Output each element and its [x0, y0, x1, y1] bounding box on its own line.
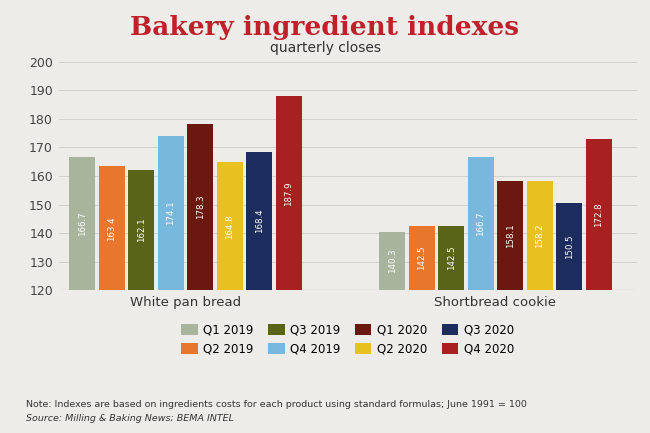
Text: Shortbread cookie: Shortbread cookie — [434, 296, 556, 309]
Bar — [246, 152, 272, 290]
Text: quarterly closes: quarterly closes — [270, 41, 380, 55]
Text: 166.7: 166.7 — [476, 211, 485, 236]
Text: 166.7: 166.7 — [77, 211, 86, 236]
Text: 142.5: 142.5 — [447, 246, 456, 270]
Bar — [556, 203, 582, 290]
Bar — [409, 226, 434, 290]
Text: 150.5: 150.5 — [565, 234, 573, 259]
Bar — [187, 124, 213, 290]
Text: 174.1: 174.1 — [166, 200, 175, 225]
Text: 162.1: 162.1 — [136, 218, 146, 242]
Text: 187.9: 187.9 — [284, 181, 293, 206]
Text: 178.3: 178.3 — [196, 195, 205, 219]
Bar — [467, 157, 493, 290]
Legend: Q1 2019, Q2 2019, Q3 2019, Q4 2019, Q1 2020, Q2 2020, Q3 2020, Q4 2020: Q1 2019, Q2 2019, Q3 2019, Q4 2019, Q1 2… — [177, 320, 518, 359]
Bar — [158, 136, 184, 290]
Bar — [586, 139, 612, 290]
Text: 163.4: 163.4 — [107, 216, 116, 240]
Text: White pan bread: White pan bread — [130, 296, 241, 309]
Text: 168.4: 168.4 — [255, 209, 264, 233]
Bar — [438, 226, 464, 290]
Bar — [69, 157, 95, 290]
Bar — [497, 181, 523, 290]
Bar — [379, 232, 405, 290]
Text: Note: Indexes are based on ingredients costs for each product using standard for: Note: Indexes are based on ingredients c… — [26, 400, 527, 409]
Bar — [526, 181, 552, 290]
Bar — [99, 166, 125, 290]
Text: 142.5: 142.5 — [417, 246, 426, 270]
Text: 164.8: 164.8 — [225, 214, 234, 239]
Text: 158.2: 158.2 — [535, 223, 544, 248]
Bar — [216, 162, 242, 290]
Text: Bakery ingredient indexes: Bakery ingredient indexes — [131, 15, 519, 40]
Text: 158.1: 158.1 — [506, 223, 515, 248]
Text: 172.8: 172.8 — [594, 203, 603, 227]
Text: 140.3: 140.3 — [387, 249, 396, 274]
Text: Source: Milling & Baking News; BEMA INTEL: Source: Milling & Baking News; BEMA INTE… — [26, 414, 234, 423]
Bar — [128, 170, 154, 290]
Bar — [276, 97, 302, 290]
